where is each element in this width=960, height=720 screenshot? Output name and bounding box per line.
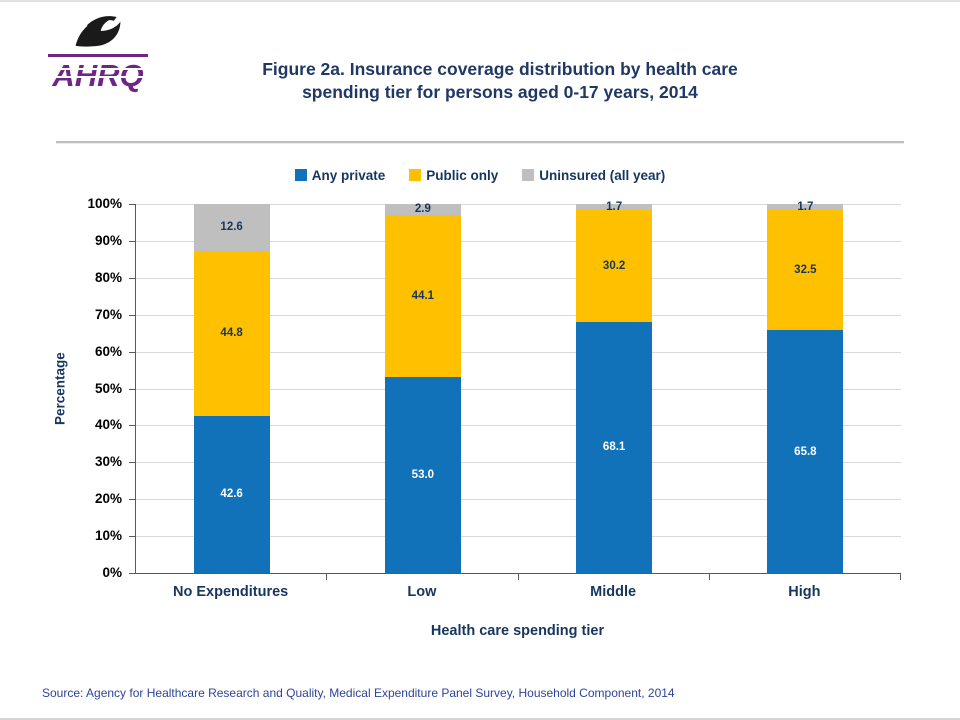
- header-divider: [56, 141, 904, 143]
- figure-title: Figure 2a. Insurance coverage distributi…: [160, 58, 840, 104]
- ahrq-logo-text-wrap: AHRQ: [42, 54, 154, 93]
- x-axis-category-labels: No Expenditures Low Middle High: [135, 584, 900, 604]
- chart-legend: Any private Public only Uninsured (all yea…: [0, 166, 960, 184]
- bar-value-label: 68.1: [602, 441, 626, 454]
- y-tick-mark: [129, 351, 136, 353]
- y-tick-label: 50%: [94, 380, 122, 396]
- y-axis-title: Percentage: [52, 352, 68, 425]
- y-tick-mark: [129, 240, 136, 242]
- y-tick-mark: [129, 388, 136, 390]
- bar-segment-public-only: 44.1: [384, 214, 461, 378]
- bar-value-label: 1.7: [606, 201, 623, 214]
- y-tick-mark: [129, 573, 136, 574]
- logo-stripe: [44, 68, 152, 70]
- legend-swatch: [409, 169, 422, 181]
- bar-value-label: 65.8: [794, 445, 817, 458]
- bar-segment-uninsured-all-year-: 12.6: [193, 204, 270, 251]
- bar-segment-any-private: 53.0: [384, 377, 461, 573]
- bar-value-label: 12.6: [220, 221, 243, 234]
- x-axis-title: Health care spending tier: [430, 623, 605, 639]
- y-tick-label: 90%: [94, 232, 122, 248]
- bar-segment-any-private: 42.6: [193, 415, 270, 573]
- x-category-label: Low: [407, 584, 437, 600]
- gridline: [136, 277, 901, 279]
- bar-value-label: 32.5: [794, 264, 817, 277]
- gridline: [136, 536, 901, 538]
- x-category-label: No Expenditures: [173, 584, 289, 600]
- y-tick-mark: [129, 314, 136, 316]
- y-tick-label: 40%: [94, 417, 122, 433]
- bar-value-label: 42.6: [220, 488, 243, 501]
- y-tick-mark: [129, 204, 136, 205]
- legend-label: Uninsured (all year): [539, 167, 666, 183]
- legend-item: Any private: [294, 167, 386, 183]
- gridline: [136, 462, 901, 464]
- ahrq-logo-text: AHRQ: [52, 58, 144, 93]
- gridline: [136, 204, 901, 205]
- y-tick-mark: [129, 277, 136, 279]
- figure-title-line1: Figure 2a. Insurance coverage distributi…: [262, 59, 738, 79]
- source-note: Source: Agency for Healthcare Research a…: [42, 686, 675, 700]
- legend-swatch: [522, 169, 535, 181]
- bar-value-label: 2.9: [414, 203, 431, 216]
- y-tick-label: 20%: [94, 491, 122, 507]
- x-tick-mark: [708, 573, 710, 580]
- y-tick-label: 70%: [94, 306, 122, 322]
- figure-title-line2: spending tier for persons aged 0-17 year…: [302, 82, 698, 102]
- x-category-label: Middle: [590, 584, 637, 600]
- ahrq-logo: AHRQ: [42, 10, 154, 93]
- gridline: [136, 425, 901, 427]
- y-tick-mark: [129, 425, 136, 427]
- y-tick-mark: [129, 536, 136, 538]
- hhs-eagle-icon: [75, 16, 121, 47]
- gridline: [136, 240, 901, 242]
- bar-segment-uninsured-all-year-: 1.7: [767, 201, 844, 214]
- x-tick-mark: [900, 573, 901, 580]
- bar-value-label: 53.0: [411, 469, 435, 482]
- bar-segment-public-only: 32.5: [767, 210, 844, 331]
- logo-rule: [48, 54, 148, 57]
- y-tick-label: 60%: [94, 343, 122, 359]
- legend-swatch: [294, 169, 307, 181]
- y-axis-tick-labels: 0% 10% 20% 30% 40% 50% 60% 70% 80% 90% 100%: [70, 196, 128, 580]
- bar-value-label: 44.8: [220, 327, 243, 340]
- bar-segment-uninsured-all-year-: 2.9: [384, 203, 461, 216]
- y-tick-label: 10%: [94, 528, 122, 544]
- bar-segment-public-only: 30.2: [576, 210, 653, 322]
- y-tick-mark: [129, 462, 136, 464]
- logo-stripe: [44, 76, 152, 78]
- gridline: [136, 388, 901, 390]
- gridline: [136, 351, 901, 353]
- y-tick-label: 100%: [87, 196, 122, 211]
- bar-segment-uninsured-all-year-: 1.7: [576, 201, 653, 214]
- plot-area: 42.6 44.8 12.6 53.0 44.1 2.9 68.1 30.2 1.7 65.8 32…: [129, 201, 901, 580]
- bar-segment-any-private: 68.1: [576, 321, 653, 573]
- legend-item: Public only: [409, 168, 498, 183]
- gridline: [136, 314, 901, 316]
- x-category-label: High: [788, 584, 821, 600]
- bar-segment-public-only: 44.8: [193, 250, 270, 416]
- bar-value-label: 1.7: [797, 201, 814, 214]
- y-tick-mark: [129, 499, 136, 501]
- legend-item: Uninsured (all year): [522, 168, 665, 183]
- y-tick-label: 80%: [94, 269, 122, 285]
- x-tick-mark: [517, 573, 519, 580]
- bar-value-label: 44.1: [411, 290, 435, 303]
- y-tick-label: 0%: [102, 565, 122, 580]
- bar-value-label: 30.2: [602, 260, 626, 272]
- gridline: [136, 499, 901, 501]
- legend-label: Any private: [311, 167, 386, 183]
- x-tick-mark: [326, 573, 328, 580]
- y-tick-label: 30%: [94, 454, 122, 470]
- legend-label: Public only: [426, 167, 499, 183]
- bar-segment-any-private: 65.8: [767, 330, 844, 573]
